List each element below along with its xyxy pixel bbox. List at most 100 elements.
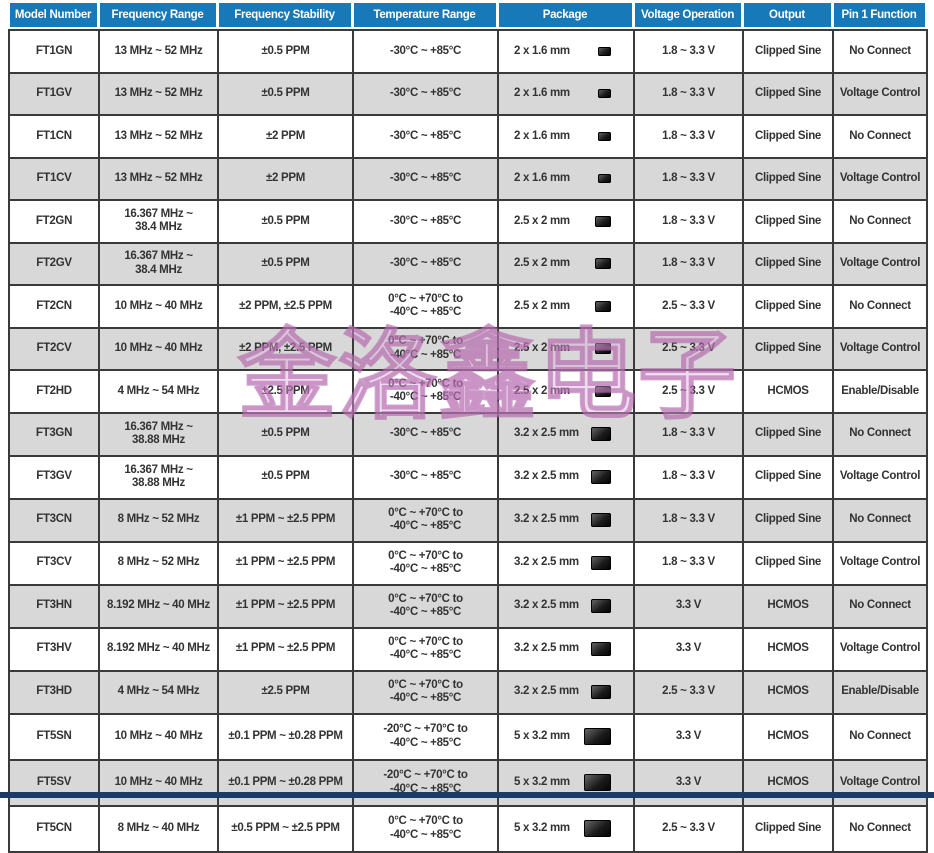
table-row: FT3HN 8.192 MHz ~ 40 MHz ±1 PPM ~ ±2.5 P… bbox=[8, 583, 928, 629]
cell-package: 3.2 x 2.5 mm bbox=[497, 583, 635, 629]
package-size-label: 3.2 x 2.5 mm bbox=[514, 642, 579, 655]
cell-model-number: FT3HD bbox=[8, 669, 100, 715]
table-row: FT2CN 10 MHz ~ 40 MHz ±2 PPM, ±2.5 PPM 0… bbox=[8, 284, 928, 329]
table-row: FT1GN 13 MHz ~ 52 MHz ±0.5 PPM -30°C ~ +… bbox=[8, 29, 928, 74]
cell-temperature-range: -30°C ~ +85°C bbox=[352, 29, 499, 74]
cell-temperature-range: 0°C ~ +70°C to -40°C ~ +85°C bbox=[352, 804, 499, 853]
cell-frequency-stability: ±0.5 PPM ~ ±2.5 PPM bbox=[217, 804, 354, 853]
cell-package: 2.5 x 2 mm bbox=[497, 369, 635, 414]
table-row: FT3CV 8 MHz ~ 52 MHz ±1 PPM ~ ±2.5 PPM 0… bbox=[8, 540, 928, 586]
table-row: FT5SV 10 MHz ~ 40 MHz ±0.1 PPM ~ ±0.28 P… bbox=[8, 758, 928, 807]
cell-frequency-stability: ±0.5 PPM bbox=[217, 199, 354, 244]
cell-model-number: FT2CN bbox=[8, 284, 100, 329]
package-size-label: 5 x 3.2 mm bbox=[514, 775, 570, 788]
cell-output: HCMOS bbox=[742, 626, 834, 672]
cell-package: 2.5 x 2 mm bbox=[497, 284, 635, 329]
cell-package: 2.5 x 2 mm bbox=[497, 241, 635, 286]
cell-temperature-range: 0°C ~ +70°C to -40°C ~ +85°C bbox=[352, 497, 499, 543]
package-chip-icon bbox=[598, 46, 611, 56]
cell-output: Clipped Sine bbox=[742, 540, 834, 586]
package-cell-content: 2.5 x 2 mm bbox=[501, 342, 631, 356]
package-cell-content: 5 x 3.2 mm bbox=[501, 728, 631, 745]
cell-temperature-range: 0°C ~ +70°C to -40°C ~ +85°C bbox=[352, 540, 499, 586]
cell-model-number: FT5SV bbox=[8, 758, 100, 807]
cell-temperature-range: -30°C ~ +85°C bbox=[352, 411, 499, 457]
package-cell-content: 2 x 1.6 mm bbox=[501, 45, 631, 59]
cell-frequency-stability: ±1 PPM ~ ±2.5 PPM bbox=[217, 540, 354, 586]
package-chip-icon bbox=[584, 774, 611, 791]
table-row: FT3GN 16.367 MHz ~ 38.88 MHz ±0.5 PPM -3… bbox=[8, 411, 928, 457]
cell-package: 3.2 x 2.5 mm bbox=[497, 454, 635, 500]
package-size-label: 3.2 x 2.5 mm bbox=[514, 470, 579, 483]
cell-output: HCMOS bbox=[742, 369, 834, 414]
package-size-label: 3.2 x 2.5 mm bbox=[514, 599, 579, 612]
cell-frequency-stability: ±0.1 PPM ~ ±0.28 PPM bbox=[217, 712, 354, 761]
cell-pin1-function: Voltage Control bbox=[832, 758, 928, 807]
package-cell-content: 2.5 x 2 mm bbox=[501, 385, 631, 399]
cell-model-number: FT5CN bbox=[8, 804, 100, 853]
package-size-label: 2.5 x 2 mm bbox=[514, 214, 570, 227]
cell-output: HCMOS bbox=[742, 669, 834, 715]
package-cell-content: 5 x 3.2 mm bbox=[501, 820, 631, 837]
cell-temperature-range: -20°C ~ +70°C to -40°C ~ +85°C bbox=[352, 758, 499, 807]
cell-pin1-function: Enable/Disable bbox=[832, 369, 928, 414]
package-chip-icon bbox=[584, 820, 611, 837]
cell-frequency-stability: ±2 PPM bbox=[217, 156, 354, 201]
table-row: FT2GV 16.367 MHz ~ 38.4 MHz ±0.5 PPM -30… bbox=[8, 241, 928, 286]
cell-voltage-operation: 3.3 V bbox=[633, 626, 744, 672]
column-header: Frequency Stability bbox=[218, 3, 351, 27]
cell-output: Clipped Sine bbox=[742, 454, 834, 500]
cell-pin1-function: Enable/Disable bbox=[832, 669, 928, 715]
cell-frequency-stability: ±2 PPM, ±2.5 PPM bbox=[217, 284, 354, 329]
cell-package: 3.2 x 2.5 mm bbox=[497, 626, 635, 672]
cell-voltage-operation: 2.5 ~ 3.3 V bbox=[633, 284, 744, 329]
cell-model-number: FT1CV bbox=[8, 156, 100, 201]
cell-frequency-range: 8 MHz ~ 52 MHz bbox=[98, 497, 219, 543]
package-chip-icon bbox=[591, 685, 611, 699]
cell-output: Clipped Sine bbox=[742, 284, 834, 329]
package-chip-icon bbox=[598, 174, 611, 184]
package-cell-content: 2.5 x 2 mm bbox=[501, 300, 631, 314]
cell-model-number: FT5SN bbox=[8, 712, 100, 761]
package-chip-icon bbox=[591, 513, 611, 527]
package-size-label: 2.5 x 2 mm bbox=[514, 384, 570, 397]
cell-pin1-function: No Connect bbox=[832, 114, 928, 159]
table-row: FT1CN 13 MHz ~ 52 MHz ±2 PPM -30°C ~ +85… bbox=[8, 114, 928, 159]
column-header-label: Voltage Operation bbox=[640, 9, 735, 21]
footer-bar bbox=[0, 792, 934, 798]
cell-frequency-range: 16.367 MHz ~ 38.88 MHz bbox=[98, 454, 219, 500]
package-chip-icon bbox=[591, 556, 611, 570]
cell-pin1-function: Voltage Control bbox=[832, 241, 928, 286]
cell-output: Clipped Sine bbox=[742, 156, 834, 201]
cell-package: 3.2 x 2.5 mm bbox=[497, 669, 635, 715]
table-row: FT3HD 4 MHz ~ 54 MHz ±2.5 PPM 0°C ~ +70°… bbox=[8, 669, 928, 715]
cell-model-number: FT1CN bbox=[8, 114, 100, 159]
column-header-label: Output bbox=[769, 9, 805, 21]
cell-pin1-function: No Connect bbox=[832, 284, 928, 329]
cell-frequency-range: 16.367 MHz ~ 38.4 MHz bbox=[98, 199, 219, 244]
table-row: FT2CV 10 MHz ~ 40 MHz ±2 PPM, ±2.5 PPM 0… bbox=[8, 326, 928, 371]
cell-frequency-stability: ±2.5 PPM bbox=[217, 669, 354, 715]
cell-frequency-stability: ±2 PPM bbox=[217, 114, 354, 159]
cell-frequency-stability: ±2 PPM, ±2.5 PPM bbox=[217, 326, 354, 371]
package-size-label: 3.2 x 2.5 mm bbox=[514, 685, 579, 698]
cell-package: 3.2 x 2.5 mm bbox=[497, 497, 635, 543]
cell-voltage-operation: 1.8 ~ 3.3 V bbox=[633, 497, 744, 543]
package-cell-content: 3.2 x 2.5 mm bbox=[501, 599, 631, 613]
cell-pin1-function: Voltage Control bbox=[832, 626, 928, 672]
package-size-label: 2.5 x 2 mm bbox=[514, 299, 570, 312]
cell-temperature-range: 0°C ~ +70°C to -40°C ~ +85°C bbox=[352, 369, 499, 414]
package-size-label: 2 x 1.6 mm bbox=[514, 44, 570, 57]
cell-frequency-range: 16.367 MHz ~ 38.88 MHz bbox=[98, 411, 219, 457]
cell-temperature-range: -30°C ~ +85°C bbox=[352, 241, 499, 286]
cell-pin1-function: No Connect bbox=[832, 199, 928, 244]
cell-frequency-stability: ±0.5 PPM bbox=[217, 241, 354, 286]
cell-package: 2.5 x 2 mm bbox=[497, 199, 635, 244]
cell-model-number: FT3HV bbox=[8, 626, 100, 672]
column-header: Model Number bbox=[9, 3, 97, 27]
cell-voltage-operation: 1.8 ~ 3.3 V bbox=[633, 454, 744, 500]
package-cell-content: 3.2 x 2.5 mm bbox=[501, 470, 631, 484]
cell-frequency-stability: ±0.5 PPM bbox=[217, 454, 354, 500]
table-row: FT5CN 8 MHz ~ 40 MHz ±0.5 PPM ~ ±2.5 PPM… bbox=[8, 804, 928, 853]
package-size-label: 2.5 x 2 mm bbox=[514, 342, 570, 354]
